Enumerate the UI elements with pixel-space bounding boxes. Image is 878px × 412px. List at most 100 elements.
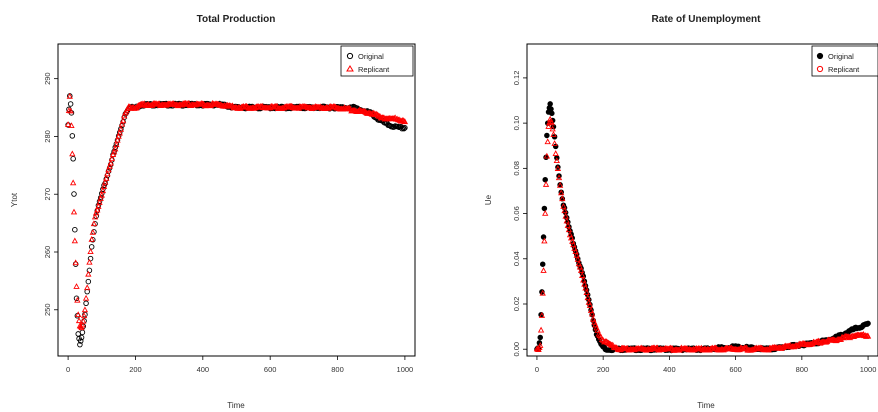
production-original-point [402,125,408,131]
production-replicant-point [87,248,94,254]
unemployment-replicant-point [588,310,596,317]
production-replicant-point [93,209,100,216]
unemployment-replicant-point [562,212,569,219]
production-replicant-point [243,102,250,109]
unemployment-replicant-point [564,222,571,228]
unemployment-replicant-point [558,189,565,196]
unemployment-replicant-point [540,267,547,273]
unemployment-x-tick-label: 1000 [860,365,877,374]
production-original-point [399,125,405,132]
unemployment-replicant-point [579,272,586,278]
production-y-axis-label: Ytot [10,192,19,207]
production-original-point [96,198,103,205]
production-original-point [78,334,85,341]
unemployment-x-tick-label: 600 [729,365,742,374]
production-replicant-point [100,183,108,189]
unemployment-replicant-point [576,263,584,270]
unemployment-y-tick-label: 0.12 [512,71,521,86]
unemployment-replicant-point [717,346,724,353]
unemployment-y-axis-label: Ue [484,194,493,205]
production-original-point [71,191,77,197]
production-original-point [82,311,88,318]
production-replicant-point [89,229,96,235]
unemployment-replicant-point [584,294,591,301]
production-replicant-point [101,178,109,185]
unemployment-replicant-point [549,125,556,132]
production-y-tick-label: 290 [43,72,52,85]
unemployment-replicant-point [565,226,573,233]
production-replicant-point [143,102,150,108]
production-y-tick-label: 280 [43,130,52,143]
production-replicant-point [80,317,87,324]
production-original-point [70,156,76,162]
unemployment-y-tick-label: 0.08 [512,161,521,176]
production-x-tick-label: 1000 [397,365,414,374]
unemployment-replicant-point [594,326,601,333]
unemployment-original-point [540,234,547,240]
production-replicant-point [70,208,78,215]
unemployment-replicant-point [544,138,551,145]
unemployment-original-point [544,132,550,139]
production-replicant-point [67,107,74,114]
production-original-point [69,133,76,139]
unemployment-replicant-point [543,152,551,159]
production-replicant-point [78,324,85,331]
unemployment-replicant-point [537,342,544,348]
unemployment-original-point [539,261,546,267]
unemployment-replicant-point [604,339,611,345]
production-original-point [77,341,83,348]
production-replicant-point [346,104,353,111]
production-replicant-point [73,283,80,289]
unemployment-replicant-point [563,217,570,224]
production-replicant-point [91,213,99,220]
unemployment-replicant-point [552,150,559,156]
production-replicant-point [248,104,255,111]
unemployment-replicant-point [555,174,563,181]
production-replicant-point [104,170,111,177]
unemployment-replicant-point [542,210,549,216]
production-legend-original-marker [346,52,354,60]
unemployment-replicant-point [572,248,579,255]
unemployment-replicant-point [603,338,610,345]
unemployment-original-point [865,320,871,327]
production-replicant-point [74,296,81,303]
production-y-tick-label: 250 [43,304,52,317]
production-original-point [86,267,93,274]
production-original-point [401,125,407,132]
production-original-point [67,101,74,107]
production-replicant-point [97,195,104,201]
unemployment-y-tick-label: 0.04 [512,251,521,266]
production-replicant-point [75,317,83,324]
production-replicant-point [80,312,88,319]
unemployment-legend-original-marker [816,52,824,60]
unemployment-replicant-point [815,337,822,344]
production-x-tick-label: 200 [129,365,142,374]
production-replicant-point [116,129,123,136]
production-original-point [79,329,86,336]
production-replicant-point [98,191,105,198]
production-replicant-point [71,237,78,244]
production-original-point [400,125,406,131]
unemployment-replicant-point [598,336,606,342]
unemployment-x-tick-label: 200 [597,365,610,374]
production-replicant-point [112,145,119,152]
unemployment-replicant-point [560,203,567,209]
production-replicant-point [68,122,75,129]
production-y-tick-label: 270 [43,188,52,201]
unemployment-replicant-point [586,302,594,308]
unemployment-replicant-point [561,207,568,214]
production-x-tick-label: 400 [197,365,210,374]
production-original-point [85,278,92,285]
production-replicant-point [115,133,122,139]
production-legend-original-label: Original [358,52,384,61]
unemployment-chart-title: Rate of Unemployment [652,14,762,25]
unemployment-replicant-point [541,237,548,244]
production-original-point [83,300,89,307]
production-chart-panel: Total Production 0 200 400 600 800 1000 250 26… [10,14,416,410]
production-replicant-point [103,174,110,181]
production-chart-title: Total Production [197,14,276,25]
production-original-point [72,226,78,233]
production-original-point [73,295,80,302]
unemployment-replicant-point [539,289,546,296]
